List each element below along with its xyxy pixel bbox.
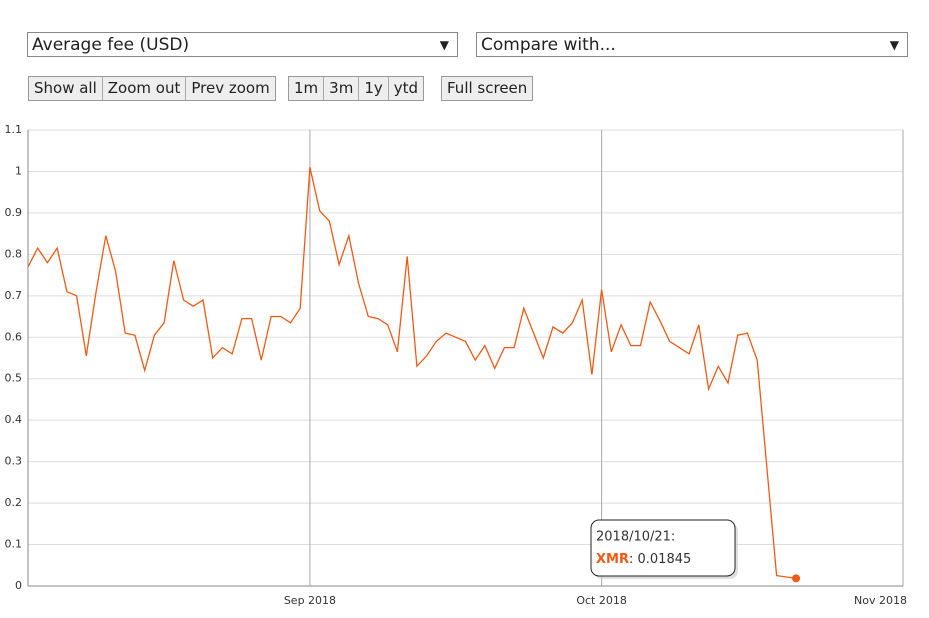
tooltip-value: XMR: 0.01845	[596, 552, 691, 567]
tooltip-title: 2018/10/21:	[596, 530, 675, 545]
highlight-point	[792, 574, 801, 583]
select-arrow: ▼	[439, 38, 449, 52]
button-group: 1m 3m 1y ytd	[288, 76, 425, 101]
y-tick-label: 0	[15, 579, 22, 592]
y-tick-label: 1.1	[5, 123, 23, 136]
y-tick-label: 0.8	[5, 247, 23, 260]
y-tick-label: 0.2	[5, 496, 23, 509]
button[interactable]: 1y	[359, 77, 389, 100]
button[interactable]: ytd	[393, 79, 419, 97]
button-group: Show all Zoom out Prev zoom	[28, 76, 276, 101]
button[interactable]: Prev zoom	[191, 79, 270, 97]
y-tick-label: 1	[15, 164, 22, 177]
button[interactable]: 3m	[324, 77, 360, 100]
select-label: Compare with...	[481, 35, 616, 55]
select-label: Average fee (USD)	[32, 35, 190, 55]
y-tick-label: 0.4	[5, 413, 23, 426]
x-tick-label: Nov 2018	[854, 594, 907, 607]
tooltip-number: : 0.01845	[629, 552, 691, 567]
button[interactable]: Zoom out	[103, 77, 187, 100]
button[interactable]: Full screen	[447, 79, 528, 97]
button-group: Full screen	[441, 76, 534, 101]
y-tick-label: 0.1	[5, 538, 23, 551]
y-tick-label: 0.6	[5, 330, 23, 343]
tooltip-shadow	[594, 523, 738, 579]
y-tick-label: 0.3	[5, 455, 23, 468]
line	[27, 167, 797, 580]
compare-select[interactable]: Compare with... ▼	[476, 32, 908, 57]
x-tick-label: Sep 2018	[284, 594, 336, 607]
x-tick-label: Oct 2018	[576, 594, 627, 607]
y-tick-label: 0.5	[5, 372, 23, 385]
series-name: XMR	[596, 552, 629, 567]
tooltip	[590, 519, 736, 577]
button[interactable]: 1m	[289, 77, 325, 100]
metric-select[interactable]: Average fee (USD) ▼	[27, 32, 458, 57]
y-tick-label: 0.9	[5, 206, 23, 219]
y-tick-label: 0.7	[5, 289, 23, 302]
button[interactable]: Show all	[29, 77, 103, 100]
select-arrow: ▼	[889, 38, 899, 52]
